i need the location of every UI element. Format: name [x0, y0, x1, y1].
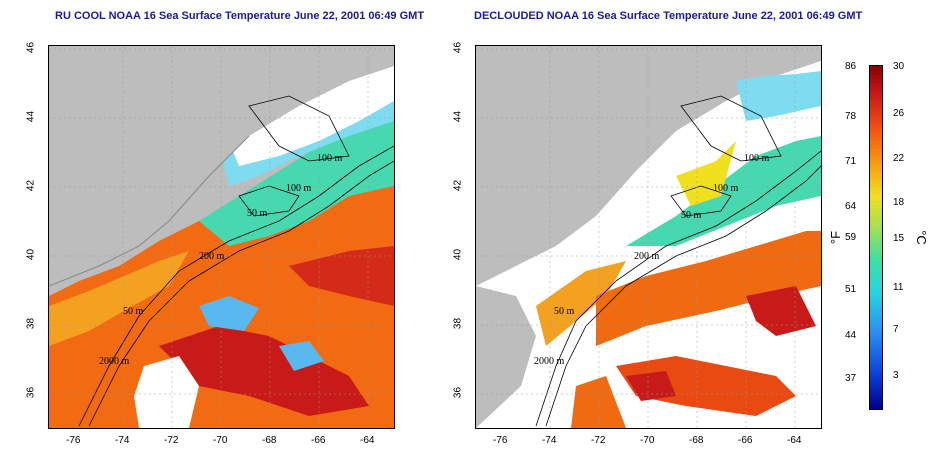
contour-label-100m-a: 100 m	[744, 153, 770, 164]
y-tick: 42	[452, 179, 464, 192]
y-tick: 46	[25, 41, 37, 54]
c-tick: 7	[893, 324, 899, 335]
fahrenheit-unit-label: °F	[828, 230, 844, 245]
celsius-unit-label: °C	[913, 230, 929, 245]
contour-label-100m-a: 100 m	[317, 153, 343, 164]
f-tick: 86	[845, 61, 857, 72]
contour-label-50m-a: 50 m	[681, 210, 702, 221]
x-tick: -74	[115, 435, 130, 446]
f-tick: 64	[845, 201, 857, 212]
x-tick: -66	[738, 435, 753, 446]
x-tick: -76	[493, 435, 508, 446]
y-tick: 38	[25, 317, 37, 330]
x-tick: -72	[164, 435, 179, 446]
y-tick: 44	[25, 110, 37, 123]
f-tick: 59	[845, 232, 857, 243]
y-tick: 36	[25, 386, 37, 399]
f-tick: 78	[845, 111, 857, 122]
f-tick: 44	[845, 330, 857, 341]
contour-label-50m-b: 50 m	[123, 306, 144, 317]
contour-label-100m-b: 100 m	[286, 183, 312, 194]
contour-label-200m: 200 m	[634, 251, 660, 262]
contour-label-100m-b: 100 m	[713, 183, 739, 194]
x-tick: -74	[542, 435, 557, 446]
y-tick: 46	[452, 41, 464, 54]
contour-label-50m-a: 50 m	[247, 208, 268, 219]
right-map-title: DECLOUDED NOAA 16 Sea Surface Temperatur…	[474, 10, 863, 22]
x-tick: -70	[640, 435, 655, 446]
c-tick: 26	[893, 108, 905, 119]
c-tick: 18	[893, 197, 905, 208]
y-tick: 40	[25, 248, 37, 261]
contour-label-2000m: 2000 m	[534, 356, 565, 367]
temperature-colorbar	[869, 65, 883, 410]
y-tick: 38	[452, 317, 464, 330]
f-tick: 71	[845, 156, 857, 167]
c-tick: 22	[893, 153, 905, 164]
contour-label-2000m: 2000 m	[99, 356, 130, 367]
f-tick: 37	[845, 373, 857, 384]
x-tick: -64	[360, 435, 375, 446]
y-tick: 40	[452, 248, 464, 261]
c-tick: 3	[893, 370, 899, 381]
x-tick: -68	[262, 435, 277, 446]
left-map-title: RU COOL NOAA 16 Sea Surface Temperature …	[55, 10, 425, 22]
c-tick: 15	[893, 233, 905, 244]
contour-label-200m: 200 m	[199, 251, 225, 262]
c-tick: 30	[893, 61, 905, 72]
x-tick: -72	[591, 435, 606, 446]
left-sst-map: 100 m 100 m 50 m 200 m 50 m 2000 m	[48, 45, 395, 429]
x-tick: -70	[213, 435, 228, 446]
contour-label-50m-b: 50 m	[554, 306, 575, 317]
f-tick: 51	[845, 284, 857, 295]
right-sst-map: 100 m 100 m 50 m 200 m 50 m 2000 m	[475, 45, 822, 429]
y-tick: 44	[452, 110, 464, 123]
y-tick: 36	[452, 386, 464, 399]
x-tick: -66	[311, 435, 326, 446]
x-tick: -76	[66, 435, 81, 446]
x-tick: -64	[787, 435, 802, 446]
c-tick: 11	[893, 282, 904, 293]
x-tick: -68	[689, 435, 704, 446]
y-tick: 42	[25, 179, 37, 192]
